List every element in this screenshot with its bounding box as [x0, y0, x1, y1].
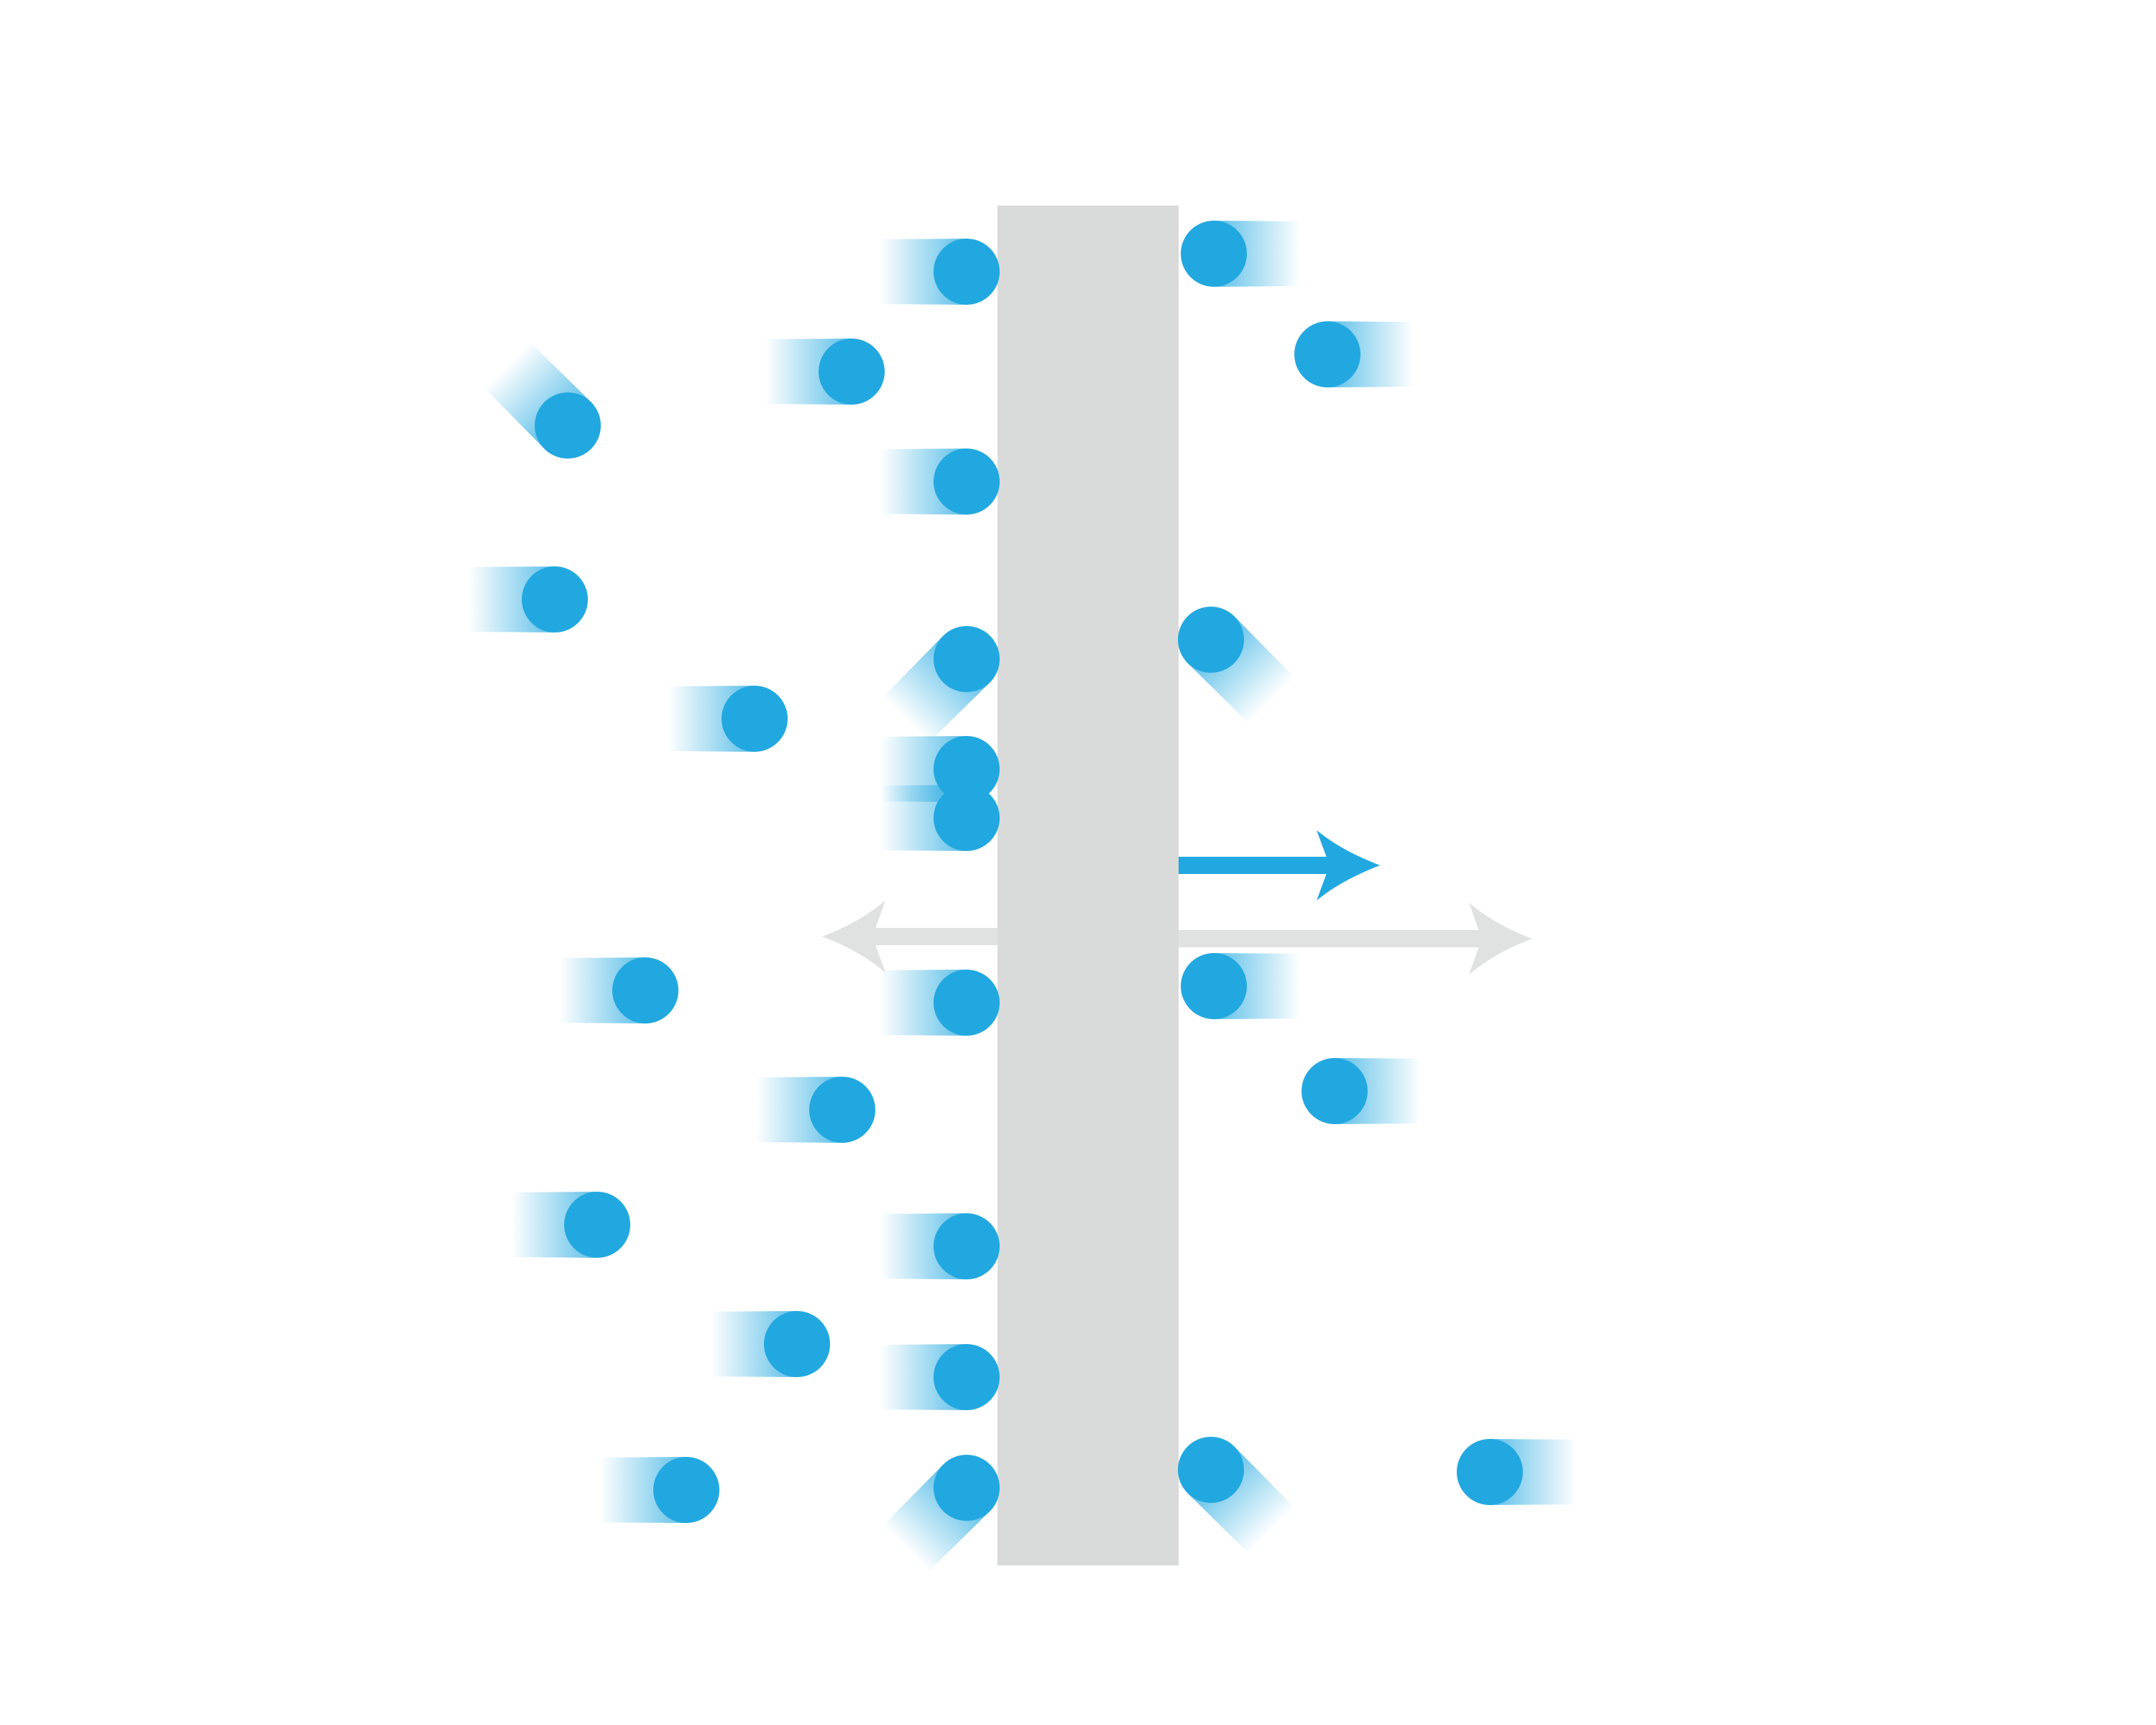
left-pressure-arrow [822, 901, 998, 972]
particle-left [880, 736, 1000, 802]
particle-left [600, 1457, 719, 1523]
particle-left [668, 686, 788, 752]
particle-dot [1178, 607, 1244, 673]
particle-dot [819, 339, 885, 405]
particle-dot [522, 566, 588, 632]
particle-dot [1294, 321, 1360, 387]
particle-down-right [1178, 1437, 1295, 1554]
particle-left [711, 1311, 830, 1377]
particle-right [1181, 953, 1300, 1019]
particle-dot [1457, 1439, 1523, 1505]
particle-left [880, 970, 1000, 1036]
particle-dot [1181, 953, 1247, 1019]
particle-dot [809, 1077, 875, 1143]
net-force-arrow [1179, 830, 1380, 901]
particle-down-right [1178, 607, 1295, 724]
particle-dot [1302, 1058, 1368, 1124]
particle-dot [612, 957, 678, 1024]
particle-left [469, 566, 588, 632]
particle-dot [764, 1311, 830, 1377]
particle-dot [722, 686, 788, 752]
particles-group [469, 221, 1576, 1572]
particle-left [756, 1077, 875, 1143]
particle-down-left [883, 626, 1000, 743]
particle-dot [564, 1192, 630, 1258]
particle-right [1181, 221, 1300, 287]
particle-dot [934, 970, 1000, 1036]
particle-up-left [484, 341, 601, 459]
particle-right [1302, 1058, 1421, 1124]
particle-left [880, 1344, 1000, 1410]
particle-right [1457, 1439, 1576, 1505]
particle-dot [1181, 221, 1247, 287]
particle-left [880, 239, 1000, 305]
particle-down-left [883, 1455, 1000, 1572]
particle-right [1294, 321, 1414, 387]
particle-left [880, 448, 1000, 515]
particle-dot [934, 626, 1000, 692]
particle-dot [934, 736, 1000, 802]
particle-left [511, 1192, 630, 1258]
particle-dot [934, 239, 1000, 305]
barrier-wall [998, 206, 1179, 1565]
particle-dot [934, 1213, 1000, 1279]
particle-left [880, 1213, 1000, 1279]
particle-dot [934, 1455, 1000, 1521]
particle-dot [653, 1457, 719, 1523]
particle-left [765, 339, 885, 405]
particle-dot [934, 1344, 1000, 1410]
particle-dot [1178, 1437, 1244, 1503]
particle-dot [934, 448, 1000, 515]
particle-left [559, 957, 678, 1024]
right-pressure-arrow [1179, 903, 1532, 975]
particle-dot [535, 392, 601, 459]
